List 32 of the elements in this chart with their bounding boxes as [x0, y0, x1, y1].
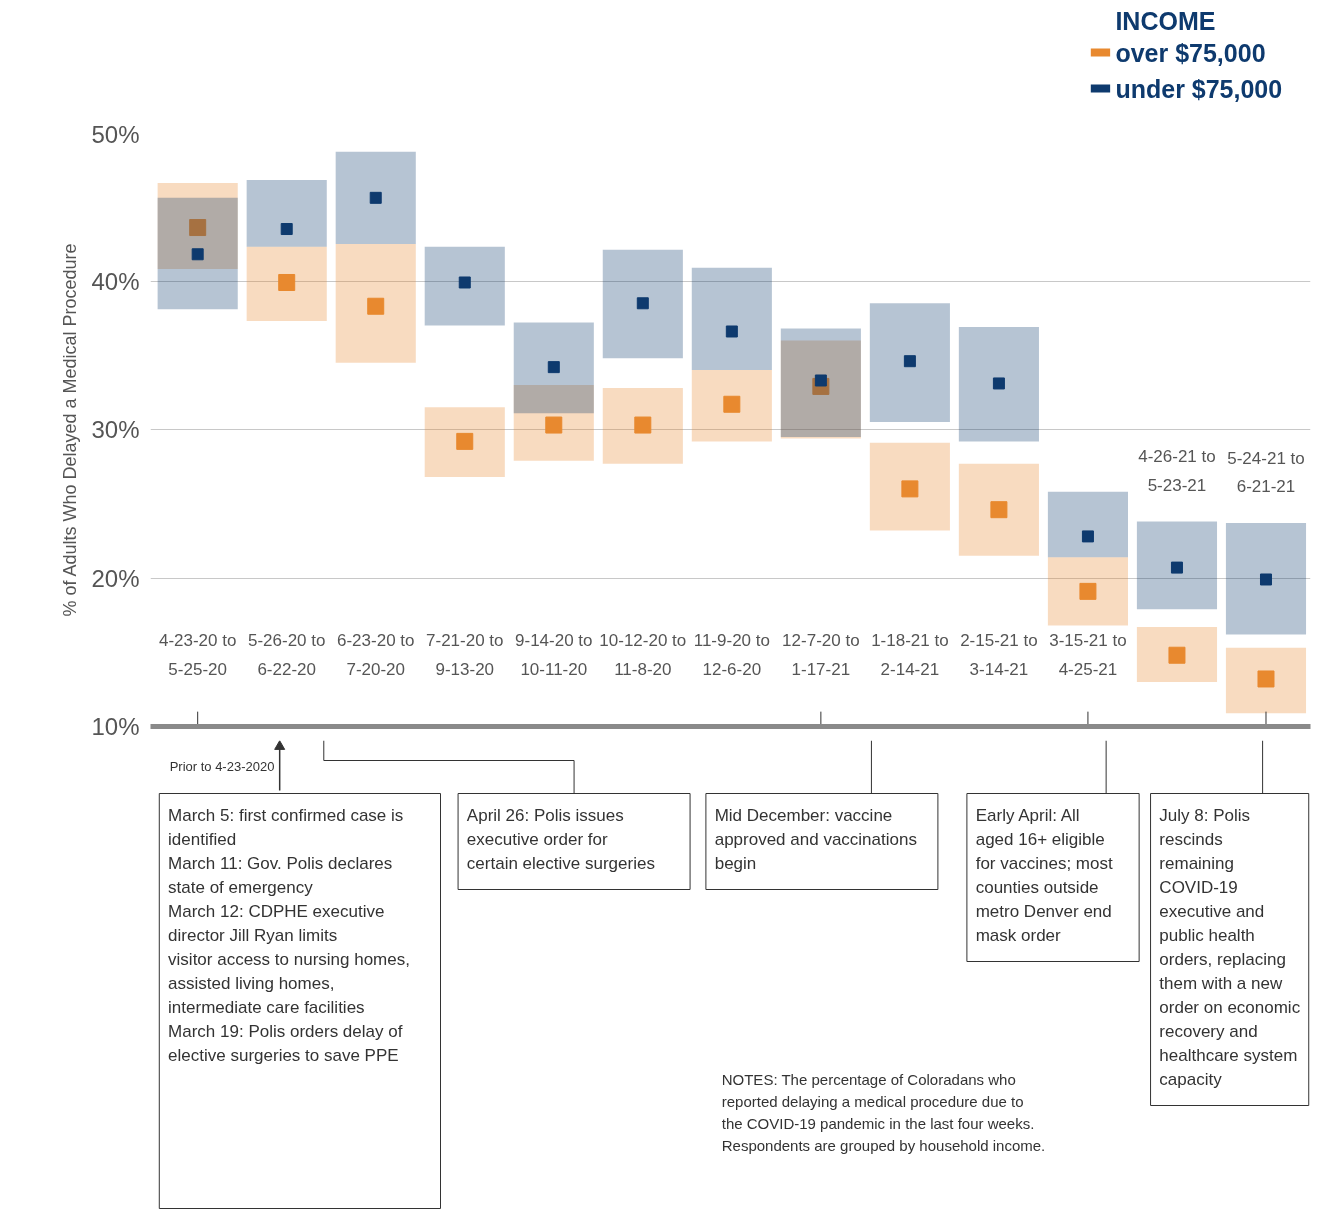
text: Mid December: vaccine approved and vaccinations begin	[714, 805, 917, 873]
text: NOTES: The percentage of Coloradans who reported delaying a medical procedure due to the COVID-19 pandemic in the last four weeks. Respondents are grouped by household income.	[721, 1070, 1046, 1154]
text: March 11: Gov. Polis declares state of emergency	[168, 853, 393, 897]
x-tick-label: 3-15-21 to 4-25-21	[1049, 631, 1127, 679]
text: March 5: first confirmed case is identified	[168, 805, 404, 849]
text: Prior to 4-23-2020	[169, 758, 275, 774]
x-tick-label: 5-24-21 to 6-21-21	[1227, 448, 1305, 497]
x-tick-label: 9-14-20 to 10-11-20	[515, 631, 593, 679]
y-tick-label: 50%	[91, 120, 140, 148]
text: July 8: Polis rescinds remaining COVID-19 executive and public health orders, replacing them with a new order on economic recovery and healthcare system capacity	[1159, 805, 1301, 1089]
x-tick-label: 4-26-21 to 5-23-21	[1138, 447, 1216, 495]
text: April 26: Polis issues executive order for certain elective surgeries	[466, 805, 655, 873]
x-tick-label: 1-18-21 to 2-14-21	[871, 631, 949, 679]
text: Early April: All aged 16+ eligible for vaccines; most counties outside metro Denver end mask order	[975, 805, 1113, 945]
text: March 19: Polis orders delay of elective surgeries to save PPE	[168, 1021, 403, 1065]
y-tick-label: 10%	[91, 713, 140, 740]
x-tick-label: 2-15-21 to 3-14-21	[960, 631, 1038, 679]
x-tick-label: 5-26-20 to 6-22-20	[247, 631, 326, 679]
x-tick-label: 10-12-20 to 11-8-20	[599, 631, 687, 679]
text: March 12: CDPHE executive director Jill Ryan limits visitor access to nursing homes, assisted living homes, intermediate care facilities	[168, 901, 410, 1017]
x-tick-label: 6-23-20 to 7-20-20	[336, 631, 415, 679]
y-tick-label: 40%	[91, 267, 140, 295]
y-tick-label: 20%	[91, 564, 140, 592]
x-tick-label: 7-21-20 to 9-13-20	[426, 631, 504, 679]
y-tick-label: 30%	[91, 416, 140, 443]
legend-label: over $75,000	[1115, 38, 1266, 67]
legend-title: INCOME	[1115, 6, 1216, 35]
legend-label: under $75,000	[1115, 74, 1283, 103]
x-tick-label: 4-23-20 to 5-25-20	[158, 631, 237, 679]
x-tick-label: 11-9-20 to 12-6-20	[693, 631, 770, 679]
y-axis-title: % of Adults Who Delayed a Medical Procedure	[60, 243, 81, 617]
x-tick-label: 12-7-20 to 1-17-21	[782, 631, 860, 679]
